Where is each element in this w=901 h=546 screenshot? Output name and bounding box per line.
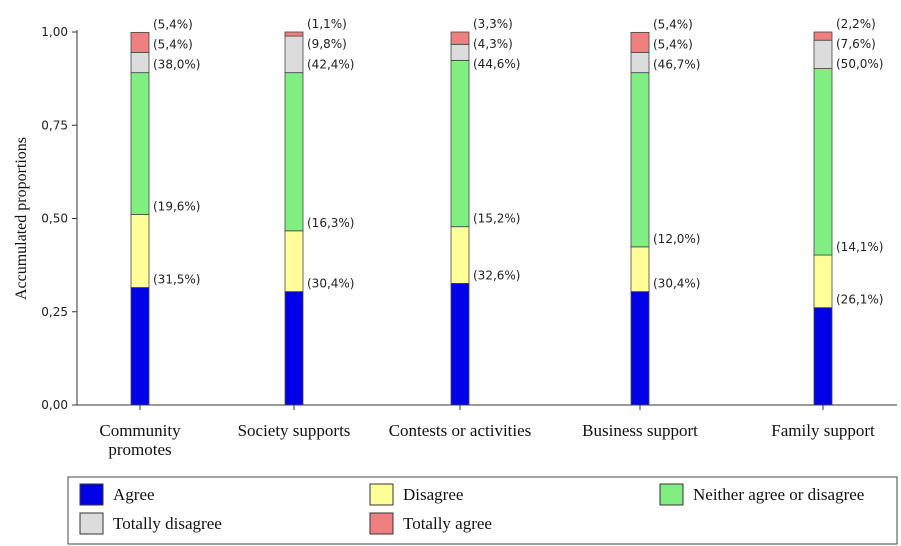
legend-frame	[67, 476, 898, 545]
data-label: (30,4%)	[653, 277, 700, 291]
data-label: (15,2%)	[473, 212, 520, 226]
legend-swatch	[79, 483, 104, 506]
category-label: Contests or activities	[389, 421, 532, 440]
bar-segment	[630, 52, 650, 74]
data-label: (46,7%)	[653, 58, 700, 72]
legend-label: Totally agree	[403, 514, 492, 533]
data-label: (50,0%)	[836, 57, 883, 71]
data-label: (26,1%)	[836, 293, 883, 307]
category-label: promotes	[108, 440, 171, 459]
data-label: (30,4%)	[307, 277, 354, 291]
data-label: (32,6%)	[473, 268, 520, 282]
bar-segment	[813, 254, 833, 309]
data-label: (19,6%)	[153, 199, 200, 213]
axes: 0,00 0,25 0,50 0,75 1,00 Accumulated proporti…	[13, 25, 897, 412]
data-label: (5,4%)	[653, 38, 693, 52]
bar-segment	[284, 291, 304, 406]
bar-segment	[130, 213, 150, 288]
bar-segment	[630, 31, 650, 53]
data-label: (4,3%)	[473, 37, 513, 51]
bar-segment	[130, 287, 150, 406]
data-label: (3,3%)	[473, 17, 513, 31]
bar-segment	[284, 35, 304, 74]
bar-segment	[450, 226, 470, 284]
data-label: (5,4%)	[653, 17, 693, 31]
bar-segment	[450, 283, 470, 406]
data-label: (31,5%)	[153, 273, 200, 287]
bar-segment	[630, 291, 650, 406]
data-label: (1,1%)	[307, 17, 347, 31]
data-label: (5,4%)	[153, 17, 193, 31]
legend-swatch	[369, 483, 394, 506]
y-tick-label: 0,00	[41, 398, 68, 412]
legend-label: Disagree	[403, 485, 463, 504]
bar-segment	[630, 72, 650, 248]
bar-segment	[813, 39, 833, 69]
data-label: (2,2%)	[836, 17, 876, 31]
bars	[130, 31, 833, 406]
bar-segment	[284, 31, 304, 37]
bar-segment	[450, 31, 470, 45]
data-label: (14,1%)	[836, 240, 883, 254]
bar-segment	[130, 31, 150, 53]
legend: Agree Disagree Neither agree or disagree To…	[67, 476, 898, 545]
legend-swatch	[79, 512, 104, 535]
bar-segment	[130, 52, 150, 74]
bar-segment	[130, 72, 150, 215]
legend-swatch	[369, 512, 394, 535]
legend-label: Agree	[113, 485, 155, 504]
category-label: Family support	[771, 421, 875, 440]
legend-swatch	[659, 483, 684, 506]
bar-segment	[630, 246, 650, 293]
y-axis-label: Accumulated proportions	[13, 137, 30, 300]
y-tick-label: 1,00	[41, 25, 68, 39]
data-label: (42,4%)	[307, 58, 354, 72]
bar-segment	[450, 43, 470, 61]
y-tick-label: 0,50	[41, 212, 68, 226]
data-label: (5,4%)	[153, 38, 193, 52]
bar-segment	[284, 72, 304, 232]
legend-label: Neither agree or disagree	[693, 485, 864, 504]
data-label: (12,0%)	[653, 232, 700, 246]
data-label: (16,3%)	[307, 216, 354, 230]
legend-label: Totally disagree	[113, 514, 222, 533]
data-labels: (31,5%) (19,6%) (38,0%) (5,4%) (5,4%) (30,4%)…	[153, 17, 883, 307]
data-label: (38,0%)	[153, 58, 200, 72]
data-label: (7,6%)	[836, 37, 876, 51]
data-label: (9,8%)	[307, 37, 347, 51]
bar-segment	[284, 230, 304, 293]
y-tick-label: 0,75	[41, 118, 68, 132]
bar-segment	[450, 59, 470, 228]
category-label: Business support	[582, 421, 698, 440]
y-tick-label: 0,25	[41, 305, 68, 319]
bar-segment	[813, 31, 833, 41]
bar-segment	[813, 307, 833, 406]
data-label: (44,6%)	[473, 57, 520, 71]
category-label: Society supports	[238, 421, 351, 440]
category-label: Community	[99, 421, 181, 440]
bar-segment	[813, 68, 833, 256]
